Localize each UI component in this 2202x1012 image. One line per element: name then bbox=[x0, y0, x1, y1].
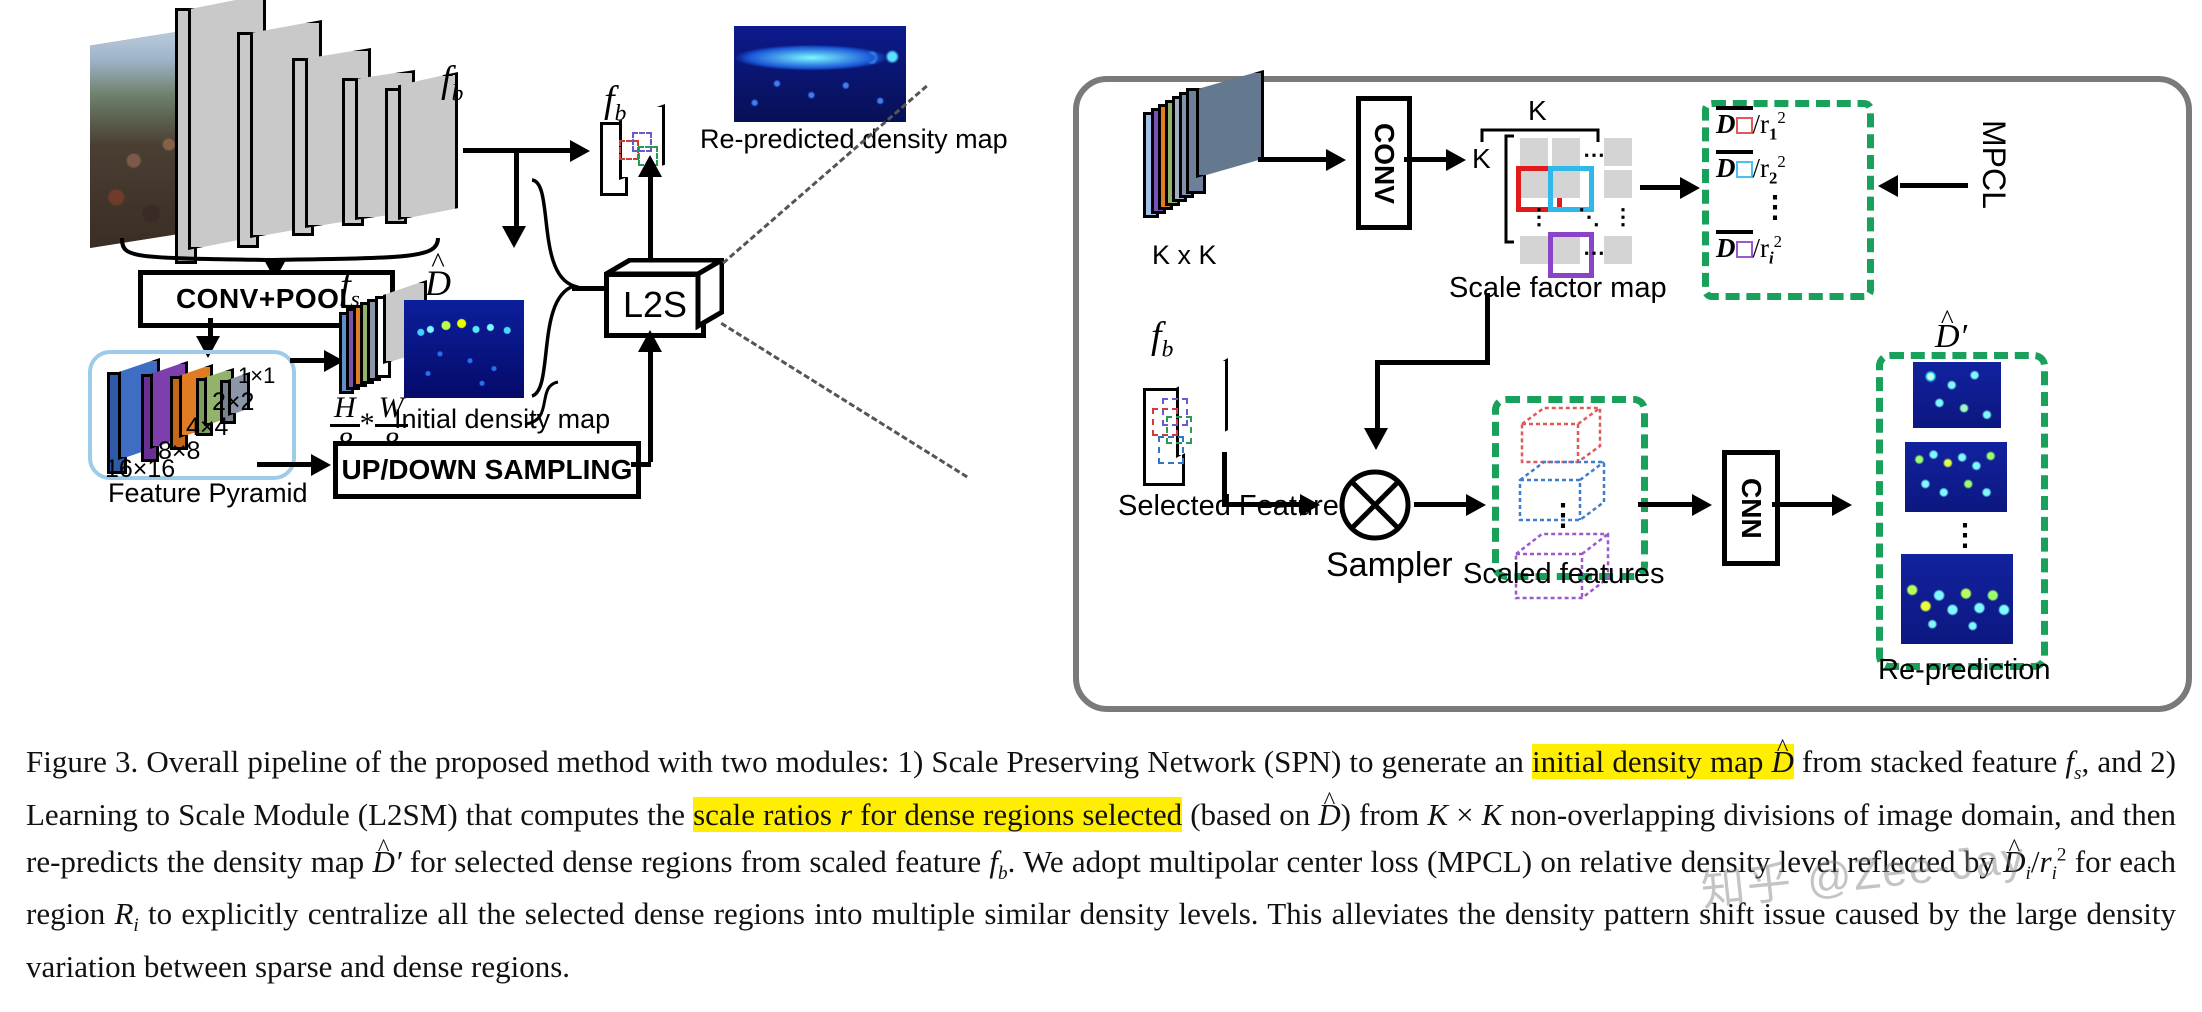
pyramid-to-updown-arrow bbox=[311, 454, 331, 476]
mpcl-to-box-line bbox=[1900, 183, 1968, 188]
pyramid-scale-label-16x16: 16×16 bbox=[105, 455, 176, 483]
pyramid-scale-label-4x4: 4×4 bbox=[186, 413, 229, 441]
sfm-cell-selected-blue[interactable] bbox=[1548, 166, 1594, 212]
sfm-k-top-label: K bbox=[1528, 95, 1547, 126]
fb-small-label: fb bbox=[604, 79, 627, 127]
sfm-ddots: ⋱ bbox=[1578, 204, 1600, 229]
cube-to-conv-line bbox=[1258, 157, 1330, 162]
feature-pyramid-label: Feature Pyramid bbox=[108, 478, 308, 508]
density-map-brace bbox=[525, 380, 559, 426]
sfm-down-line bbox=[1485, 293, 1490, 365]
conv-box[interactable]: CONV bbox=[1356, 96, 1412, 230]
backbone-to-fb-arrow bbox=[570, 140, 590, 162]
pyramid-scale-label-1x1: 1×1 bbox=[238, 363, 276, 388]
stacked-feature-fs-label: fs bbox=[340, 265, 360, 313]
l2s-label: L2S bbox=[622, 284, 688, 325]
scale-factor-map-label: Scale factor map bbox=[1449, 272, 1667, 304]
conv-label: CONV bbox=[1369, 122, 1400, 204]
scaled-feature-cube-purple bbox=[1514, 532, 1610, 600]
sampler-node[interactable] bbox=[1338, 468, 1412, 542]
scaled-features-box bbox=[1492, 396, 1648, 580]
figure-caption: Figure 3. Overall pipeline of the propos… bbox=[26, 735, 2177, 987]
cnn-box[interactable]: CNN bbox=[1722, 450, 1780, 566]
reprediction-map-1 bbox=[1913, 362, 2001, 428]
reprediction-label: Re-prediction bbox=[1878, 654, 2051, 686]
repredicted-density-map-image bbox=[734, 26, 906, 122]
sampler-to-scaled-arrow bbox=[1466, 494, 1486, 516]
feature-pyramid-container bbox=[88, 350, 296, 480]
up-down-sampling-box[interactable]: UP/DOWN SAMPLING bbox=[333, 441, 641, 499]
mpcl-term-i: D/ri2 bbox=[1716, 230, 1783, 268]
sfm-vdots-left: ⋮ bbox=[1528, 204, 1550, 229]
sfm-top-brace bbox=[1480, 128, 1600, 142]
mpcl-term-1: D/r12 bbox=[1716, 106, 1786, 144]
caption-line: Figure 3. Overall pipeline of the propos… bbox=[26, 735, 2177, 984]
features-to-sampler-riser bbox=[1222, 452, 1227, 506]
updown-to-l2s-arrow bbox=[638, 330, 662, 352]
sfm-to-sampler-arrow bbox=[1364, 428, 1388, 450]
cnn-label: CNN bbox=[1736, 477, 1767, 539]
mpcl-label: MPCL bbox=[1976, 120, 2012, 209]
updown-to-l2s-line bbox=[648, 352, 653, 462]
fraction-operator: * bbox=[359, 406, 375, 440]
initial-density-map-label: Initial density map bbox=[394, 404, 611, 434]
sfm-to-mpcl-arrow bbox=[1680, 177, 1700, 199]
sfm-hdots-bottom: ⋯ bbox=[1583, 240, 1605, 265]
cnn-to-reprediction-line bbox=[1772, 502, 1836, 507]
convpool-to-pyramid-line bbox=[208, 318, 213, 340]
sfm-down-h bbox=[1375, 360, 1488, 365]
sfm-vdots-right: ⋮ bbox=[1612, 204, 1634, 229]
conv-pool-label: CONV+POOL bbox=[175, 283, 358, 314]
mpcl-term-2: D/r22 bbox=[1716, 150, 1786, 188]
reprediction-symbol: ^ D′ bbox=[1935, 303, 1967, 355]
cube-to-conv-arrow bbox=[1326, 149, 1346, 171]
cnn-to-reprediction-arrow bbox=[1832, 494, 1852, 516]
l2sm-fb-label: fb bbox=[1151, 315, 1174, 363]
pyramid-scale-label-2x2: 2×2 bbox=[212, 388, 255, 416]
l2sm-input-cube-label: K x K bbox=[1152, 240, 1217, 270]
scaled-features-vdots: ⋮ bbox=[1548, 499, 1578, 532]
sfm-to-sampler-line bbox=[1375, 360, 1380, 432]
sfm-hdots-top: ⋯ bbox=[1583, 142, 1605, 167]
reprediction-box bbox=[1876, 352, 2048, 670]
pyramid-scale-label-8x8: 8×8 bbox=[158, 437, 201, 465]
mpcl-terms-box bbox=[1702, 100, 1874, 300]
scaled-to-cnn-line bbox=[1638, 502, 1696, 507]
l2s-to-repredicted-line bbox=[648, 175, 653, 259]
features-to-sampler-line bbox=[1222, 502, 1304, 507]
reprediction-map-3 bbox=[1901, 554, 2013, 644]
brace-to-l2s-line bbox=[572, 286, 604, 291]
repredicted-density-map-label: Re-predicted density map bbox=[700, 124, 1008, 154]
conv-to-sfm-line bbox=[1404, 157, 1450, 162]
backbone-branch-down-arrow bbox=[502, 226, 526, 248]
pyramid-to-updown-line bbox=[257, 462, 313, 467]
conv-to-sfm-arrow bbox=[1446, 149, 1466, 171]
updown-to-riser-line bbox=[631, 462, 651, 467]
l2s-box[interactable]: L2S bbox=[604, 258, 724, 338]
sfm-left-brace bbox=[1504, 134, 1514, 244]
reprediction-vdots: ⋮ bbox=[1950, 519, 1980, 552]
initial-density-symbol: ^ D bbox=[425, 247, 451, 303]
sampler-to-scaled-line bbox=[1414, 502, 1470, 507]
sampler-label: Sampler bbox=[1326, 546, 1453, 584]
sfm-k-left-label: K bbox=[1472, 143, 1491, 174]
backbone-branch-down-line bbox=[514, 150, 519, 230]
mpcl-to-box-arrow bbox=[1878, 175, 1898, 197]
zoom-connector-bottom bbox=[720, 322, 968, 479]
features-to-sampler-arrow bbox=[1300, 494, 1320, 516]
sfm-cell-selected-purple[interactable] bbox=[1548, 232, 1594, 278]
scaled-features-label: Scaled features bbox=[1463, 558, 1665, 590]
backbone-fb-label: fb bbox=[441, 59, 464, 107]
scaled-to-cnn-arrow bbox=[1692, 494, 1712, 516]
scaled-feature-cube-blue bbox=[1518, 460, 1606, 522]
pyramid-to-fs-line bbox=[290, 358, 328, 363]
up-down-sampling-label: UP/DOWN SAMPLING bbox=[341, 454, 633, 485]
sfm-to-mpcl-line bbox=[1640, 185, 1684, 190]
l2s-to-repredicted-arrow bbox=[638, 155, 662, 177]
mpcl-vdots: ⋮ bbox=[1760, 191, 1790, 224]
reprediction-map-2 bbox=[1905, 442, 2007, 512]
scaled-feature-cube-red bbox=[1520, 406, 1602, 464]
initial-density-map-image bbox=[404, 300, 524, 398]
